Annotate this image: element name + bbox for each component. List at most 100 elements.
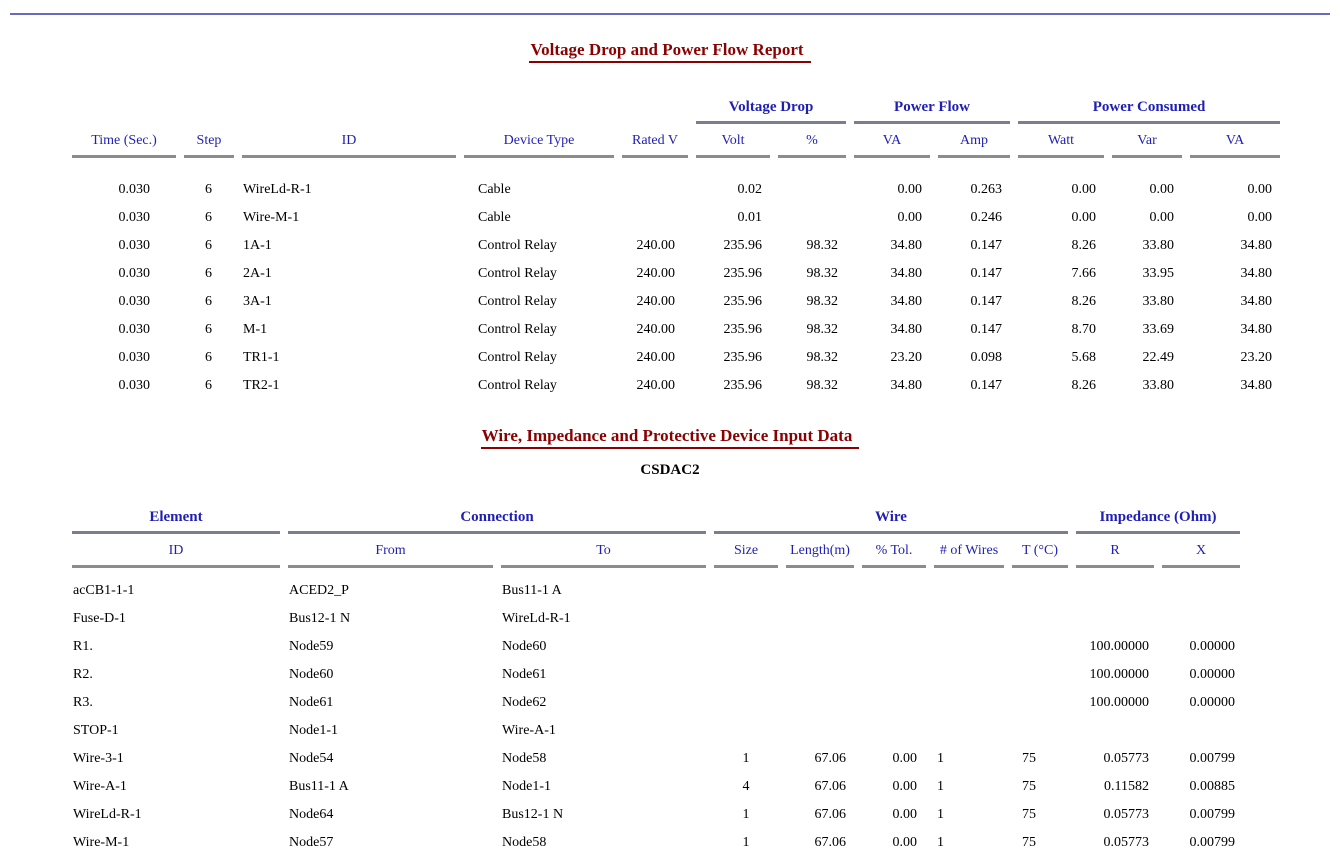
- table1-group-header-row: Voltage Drop Power Flow Power Consumed: [72, 97, 1281, 124]
- table1-group-spacer: [72, 97, 688, 124]
- table1-body: 0.030 6 WireLd-R-1 Cable 0.02 0.00 0.263 0.00 0.…: [72, 158, 1280, 400]
- table-cell: 33.69: [1142, 322, 1175, 337]
- table-cell: Control Relay: [478, 350, 557, 365]
- col-header-step: Step: [184, 124, 234, 158]
- table-cell: 1: [742, 751, 750, 766]
- table-cell: 0.11582: [1104, 779, 1149, 794]
- table-row: Fuse-D-1 Bus12-1 N WireLd-R-1: [72, 605, 1240, 633]
- table-cell: 240.00: [636, 350, 676, 365]
- col-header-num-wires: # of Wires: [934, 534, 1004, 568]
- table-cell: 67.06: [814, 751, 847, 766]
- table-cell: Wire-A-1: [502, 723, 556, 738]
- col-header-percent: %: [778, 124, 846, 158]
- table-cell: 235.96: [723, 350, 763, 365]
- table-cell: 235.96: [723, 294, 763, 309]
- table-cell: 0.147: [970, 378, 1003, 393]
- group-power-consumed: Power Consumed: [1018, 97, 1281, 124]
- table-cell: 98.32: [806, 350, 839, 365]
- table-cell: 1: [937, 779, 944, 794]
- col-header-resistance: R: [1076, 534, 1154, 568]
- table-cell: 0.00799: [1189, 835, 1236, 850]
- table-cell: [778, 158, 846, 204]
- table-cell: 6: [205, 350, 212, 365]
- group-impedance: Impedance (Ohm): [1076, 507, 1241, 534]
- table-cell: Node62: [502, 695, 547, 710]
- table-cell: 0.147: [970, 294, 1003, 309]
- table-cell: Fuse-D-1: [73, 611, 126, 626]
- table-cell: 0.147: [970, 238, 1003, 253]
- table-cell: 5.68: [1071, 350, 1097, 365]
- table-row: 0.030 6 3A-1 Control Relay 240.00 235.96 98.32…: [72, 288, 1280, 316]
- table-cell: 240.00: [636, 378, 676, 393]
- table-cell: Bus12-1 N: [289, 611, 351, 626]
- table-cell: 34.80: [1240, 378, 1273, 393]
- table-cell: 7.66: [1071, 266, 1097, 281]
- table-cell: 75: [1022, 807, 1036, 822]
- table-cell: [714, 633, 778, 661]
- col-header-watt: Watt: [1018, 124, 1105, 158]
- table-cell: 0.00: [1071, 182, 1097, 197]
- table2-body: acCB1-1-1 ACED2_P Bus11-1 A Fuse-D-1 Bus12-1…: [72, 568, 1240, 857]
- table-cell: Node60: [289, 667, 334, 682]
- table-cell: Control Relay: [478, 238, 557, 253]
- table-cell: 235.96: [723, 322, 763, 337]
- table-cell: [934, 717, 1004, 745]
- table-cell: 0.00: [892, 835, 918, 850]
- table-cell: 6: [205, 294, 212, 309]
- table-cell: 0.098: [970, 350, 1003, 365]
- table-cell: [786, 689, 854, 717]
- table-cell: 34.80: [890, 322, 923, 337]
- table-cell: WireLd-R-1: [502, 611, 571, 626]
- col-header-time: Time (Sec.): [72, 124, 176, 158]
- table-cell: 0.030: [118, 294, 151, 309]
- table-cell: R2.: [73, 667, 93, 682]
- table-cell: 4: [742, 779, 750, 794]
- table2-column-header-row: ID From To Size Length(m) % Tol. # of Wi…: [72, 534, 1241, 568]
- col-header-tolerance: % Tol.: [862, 534, 926, 568]
- table-cell: 8.26: [1071, 294, 1097, 309]
- table-row: R3. Node61 Node62 100.00000 0.00000: [72, 689, 1240, 717]
- table-cell: [1076, 717, 1154, 745]
- table-cell: 75: [1022, 779, 1036, 794]
- table-row: 0.030 6 TR1-1 Control Relay 240.00 235.96 98.3…: [72, 344, 1280, 372]
- col-header-volt: Volt: [696, 124, 770, 158]
- table-cell: Cable: [478, 210, 511, 225]
- table-cell: 0.030: [118, 238, 151, 253]
- table-cell: [934, 661, 1004, 689]
- table-cell: 235.96: [723, 266, 763, 281]
- table-cell: 0.00885: [1189, 779, 1236, 794]
- table-cell: 0.030: [118, 350, 151, 365]
- table-cell: TR2-1: [243, 378, 280, 393]
- col-header-var: Var: [1112, 124, 1183, 158]
- col-header-rated-v: Rated V: [622, 124, 688, 158]
- table-cell: 98.32: [806, 266, 839, 281]
- table-cell: 0.00000: [1189, 639, 1236, 654]
- table-cell: 67.06: [814, 807, 847, 822]
- table-cell: 0.00: [1149, 182, 1175, 197]
- col-header-from: From: [288, 534, 493, 568]
- table-row: STOP-1 Node1-1 Wire-A-1: [72, 717, 1240, 745]
- table-cell: [714, 689, 778, 717]
- table-cell: 6: [205, 182, 212, 197]
- table-cell: [1162, 717, 1240, 745]
- table-row: 0.030 6 M-1 Control Relay 240.00 235.96 98.32 3…: [72, 316, 1280, 344]
- table-cell: 240.00: [636, 294, 676, 309]
- table-cell: [1076, 568, 1154, 605]
- table-cell: 0.00: [897, 182, 923, 197]
- table-cell: [862, 568, 926, 605]
- table-cell: Wire-M-1: [243, 210, 300, 225]
- table-row: Wire-A-1 Bus11-1 A Node1-1 4 67.06 0.00 1 75 0.1…: [72, 773, 1240, 801]
- col-header-temperature: T (°C): [1012, 534, 1068, 568]
- table-cell: 100.00000: [1089, 639, 1150, 654]
- table-cell: Node54: [289, 751, 334, 766]
- table2-header: Element Connection Wire Impedance (Ohm) …: [72, 507, 1241, 568]
- table-cell: 33.80: [1142, 294, 1175, 309]
- report2-title-block: Wire, Impedance and Protective Device In…: [0, 426, 1340, 449]
- table-row: 0.030 6 WireLd-R-1 Cable 0.02 0.00 0.263 0.00 0.…: [72, 158, 1280, 204]
- table-cell: 67.06: [814, 835, 847, 850]
- table-cell: TR1-1: [243, 350, 280, 365]
- table-cell: Node57: [289, 835, 334, 850]
- table-cell: 0.00: [897, 210, 923, 225]
- table-cell: 33.80: [1142, 238, 1175, 253]
- table-cell: 6: [205, 210, 212, 225]
